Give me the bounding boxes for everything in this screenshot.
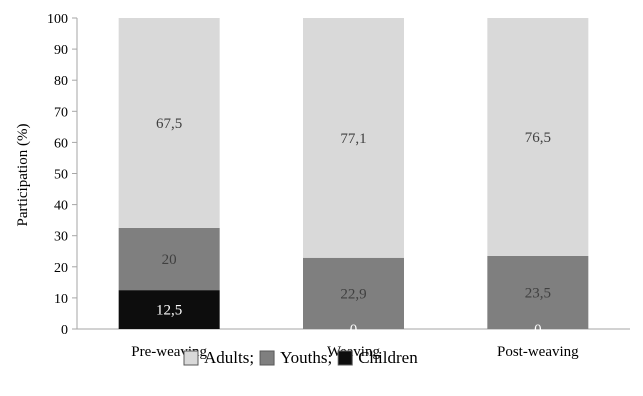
y-tick-label: 90 (54, 43, 68, 58)
legend-label: Adults; (204, 348, 254, 367)
bar-segment-youths (487, 255, 589, 329)
legend-swatch (259, 350, 275, 366)
bars (118, 18, 589, 329)
legend: Adults; Youths; Children (183, 348, 418, 367)
bar-segment-youths (118, 227, 220, 291)
y-tick-label: 20 (54, 261, 68, 276)
y-tick-label: 100 (47, 12, 68, 27)
bar-segment-youths (303, 257, 404, 329)
y-tick-label: 40 (54, 199, 68, 214)
data-label-adults: 77,1 (340, 131, 366, 147)
data-label-children: 12,5 (156, 303, 182, 319)
y-tick-label: 70 (54, 105, 68, 120)
legend-entry: Youths; (259, 348, 332, 367)
data-label-children: 0 (534, 322, 542, 338)
bar-segment-adults (303, 18, 404, 258)
legend-entry: Adults; (183, 348, 254, 367)
data-labels: 12,5 20 67,5 0 22,9 77,1 0 23,5 76,5 (156, 116, 551, 338)
y-tick-label: 30 (54, 230, 68, 245)
y-tick-label: 10 (54, 292, 68, 307)
data-label-adults: 76,5 (525, 130, 551, 146)
data-label-youths: 20 (162, 252, 177, 268)
bar-segment-children (118, 290, 220, 329)
y-tick-label: 80 (54, 74, 68, 89)
data-label-youths: 23,5 (525, 285, 551, 301)
bar-segment-adults (118, 18, 220, 228)
data-label-youths: 22,9 (340, 286, 366, 302)
legend-entry: Children (337, 348, 418, 367)
y-axis-title: Participation (%) (15, 124, 31, 227)
x-category-label: Post-weaving (497, 344, 579, 360)
legend-swatch (337, 350, 353, 366)
y-tick-label: 0 (61, 323, 68, 338)
data-label-adults: 67,5 (156, 116, 182, 132)
legend-label: Youths; (280, 348, 332, 367)
y-tick-label: 50 (54, 168, 68, 183)
legend-label: Children (358, 348, 418, 367)
y-ticks: 0 10 20 30 40 50 60 70 80 90 100 (47, 12, 77, 338)
data-label-children: 0 (350, 322, 358, 338)
legend-swatch (183, 350, 199, 366)
y-tick-label: 60 (54, 136, 68, 151)
bar-segment-adults (487, 18, 589, 256)
